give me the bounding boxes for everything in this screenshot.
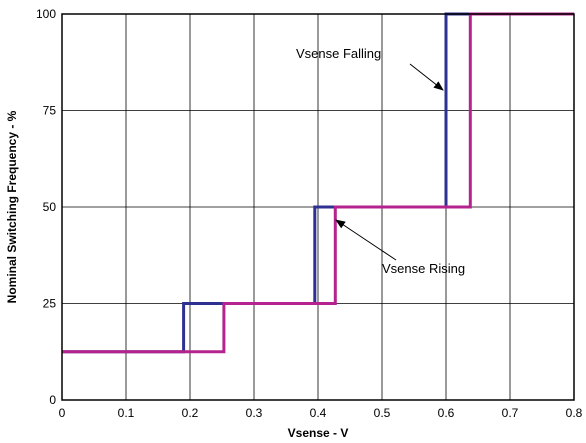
plot-frame (61, 13, 575, 401)
y-tick-label: 50 (43, 200, 57, 214)
x-tick-label: 0.1 (118, 406, 135, 420)
series-line-falling (62, 12, 574, 354)
x-tick-label: 0.7 (502, 406, 519, 420)
y-tick-label: 25 (43, 297, 57, 311)
series-line-rising (62, 12, 574, 354)
y-tick-labels: 0 25 50 75 100 (36, 7, 56, 407)
series-lines (62, 12, 574, 354)
x-tick-label: 0.5 (374, 406, 391, 420)
x-tick-labels: 0 0.1 0.2 0.3 0.4 0.5 0.6 0.7 0.8 (59, 406, 583, 420)
x-tick-label: 0.6 (438, 406, 455, 420)
y-tick-label: 100 (36, 7, 56, 21)
x-tick-label: 0.4 (310, 406, 327, 420)
x-tick-label: 0.8 (566, 406, 583, 420)
x-axis-title: Vsense - V (288, 426, 349, 440)
y-axis-title: Nominal Switching Frequency - % (5, 110, 19, 303)
x-tick-label: 0.2 (182, 406, 199, 420)
x-tick-label: 0.3 (246, 406, 263, 420)
annotation-arrow-falling (409, 63, 444, 91)
annotations: Vsense Falling Vsense Rising (296, 46, 465, 276)
x-tick-label: 0 (59, 406, 66, 420)
y-tick-label: 0 (49, 393, 56, 407)
y-tick-label: 75 (43, 104, 57, 118)
annotation-vsense-falling: Vsense Falling (296, 46, 381, 61)
annotation-arrow-rising (335, 219, 397, 261)
annotation-vsense-rising: Vsense Rising (382, 261, 465, 276)
